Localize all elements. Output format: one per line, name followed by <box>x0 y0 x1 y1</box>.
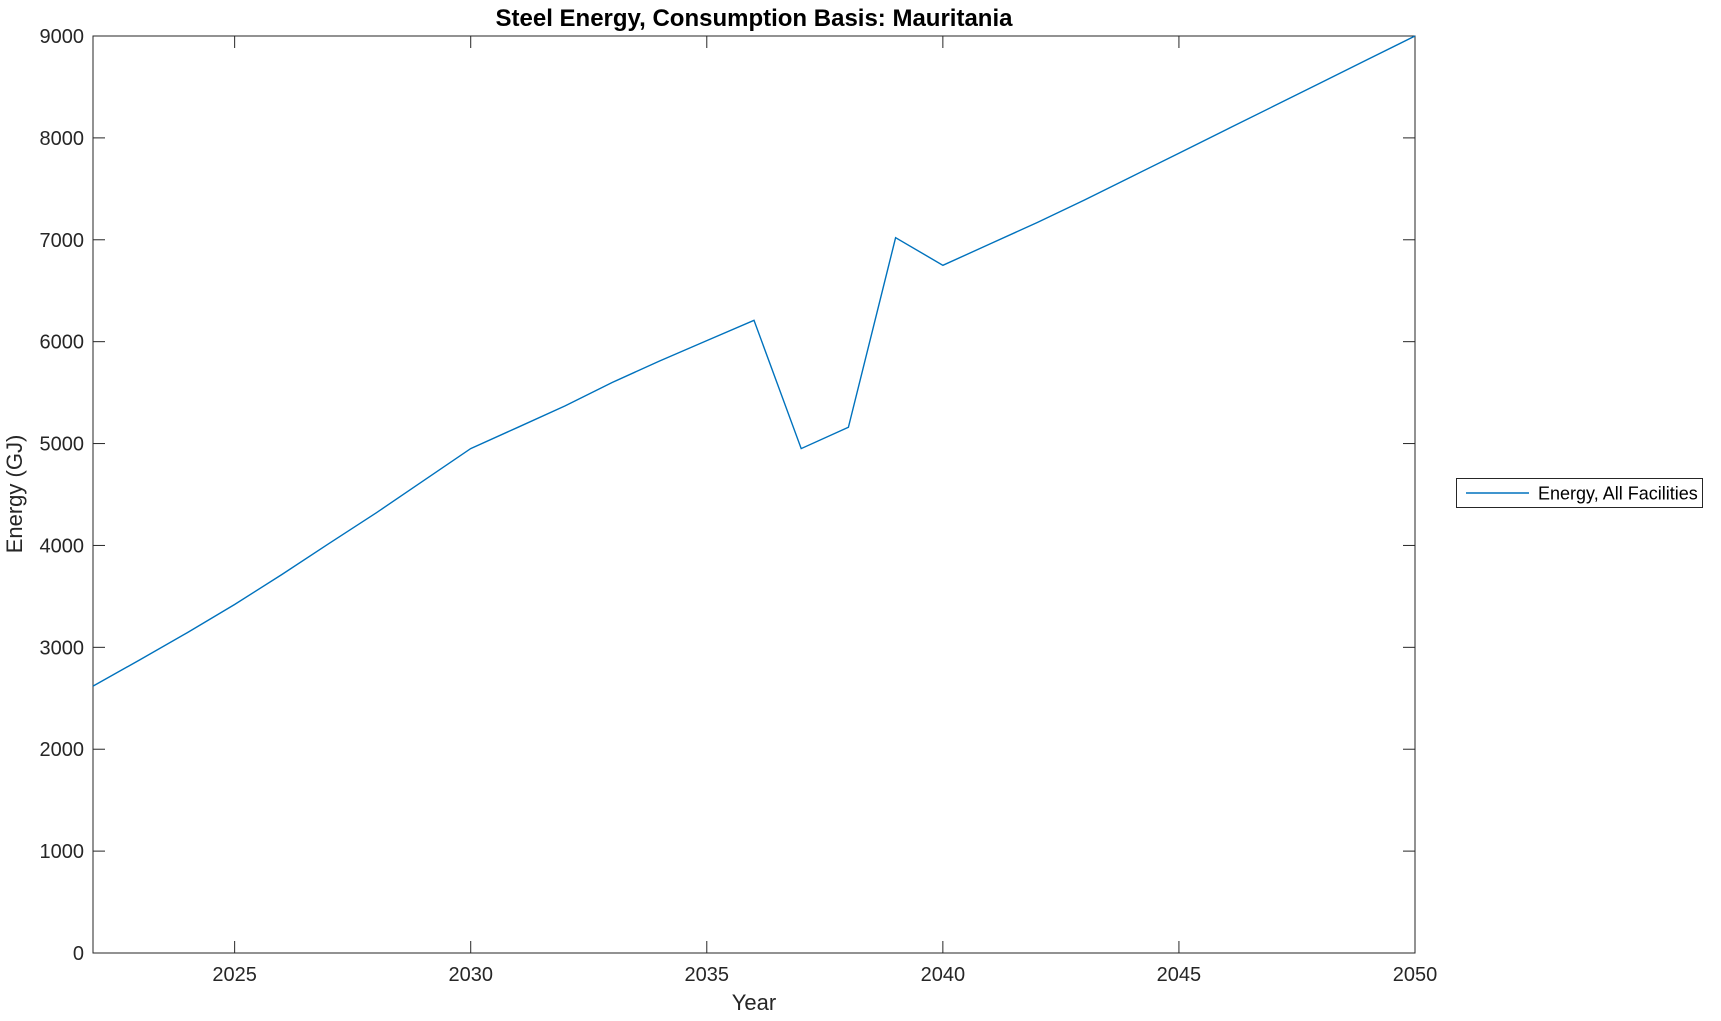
y-tick-label: 1000 <box>40 841 85 863</box>
y-tick-label: 4000 <box>40 535 85 557</box>
x-tick-label: 2035 <box>685 964 730 986</box>
legend: Energy, All Facilities <box>1456 478 1703 508</box>
y-tick-label: 9000 <box>40 26 85 48</box>
y-tick-label: 5000 <box>40 434 85 456</box>
y-tick-label: 3000 <box>40 637 85 659</box>
y-tick-label: 0 <box>73 943 84 965</box>
y-axis-label: Energy (GJ) <box>2 435 27 554</box>
y-tick-label: 2000 <box>40 739 85 761</box>
energy-series <box>92 35 1416 687</box>
x-tick-label: 2025 <box>212 964 257 986</box>
legend-entry-label: Energy, All Facilities <box>1538 484 1698 504</box>
x-axis-label: Year <box>732 990 776 1015</box>
y-tick-label: 7000 <box>40 230 85 252</box>
chart-title: Steel Energy, Consumption Basis: Maurita… <box>496 5 1014 32</box>
plot-box <box>92 35 1416 954</box>
y-tick-label: 8000 <box>40 128 85 150</box>
x-tick-label: 2030 <box>448 964 493 986</box>
x-tick-label: 2040 <box>921 964 966 986</box>
x-tick-label: 2050 <box>1393 964 1438 986</box>
series-line <box>92 35 1416 687</box>
y-tick-label: 6000 <box>40 332 85 354</box>
x-tick-label: 2045 <box>1157 964 1202 986</box>
axes: 2025 2030 2035 2040 2045 2050 0 1000 2000 3000 400… <box>40 26 1438 986</box>
